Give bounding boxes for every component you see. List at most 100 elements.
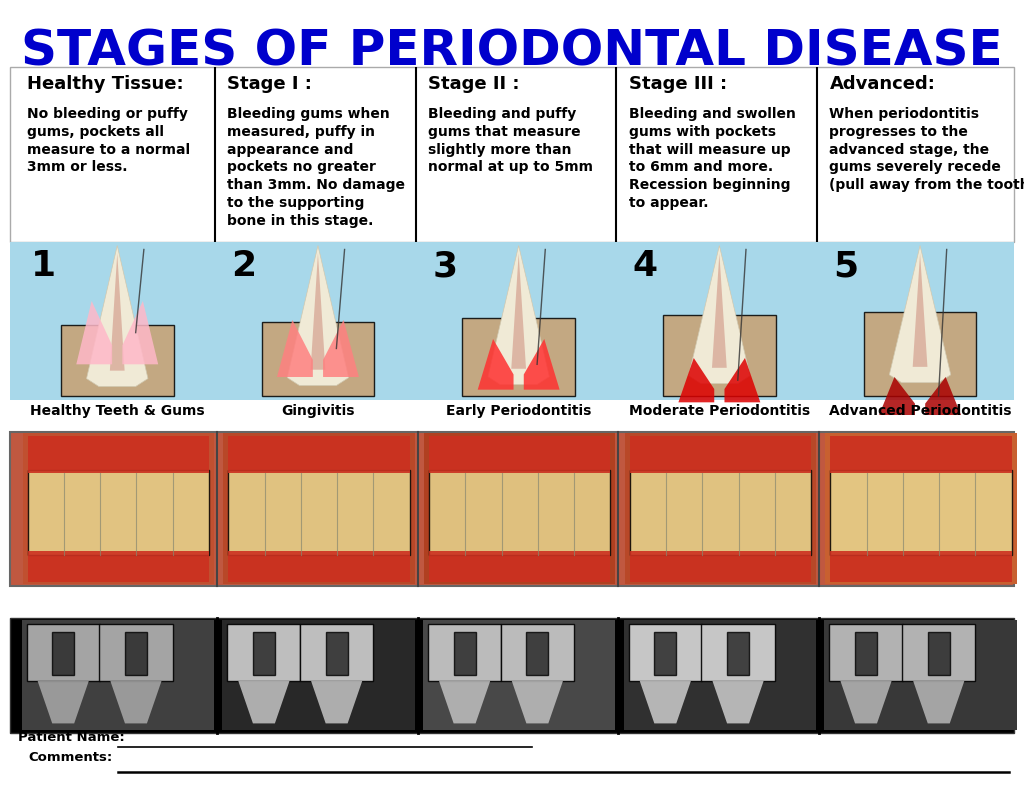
FancyBboxPatch shape bbox=[830, 470, 1012, 555]
FancyBboxPatch shape bbox=[727, 631, 749, 675]
Text: Healthy Teeth & Gums: Healthy Teeth & Gums bbox=[30, 404, 205, 418]
Text: 5: 5 bbox=[834, 249, 859, 284]
FancyBboxPatch shape bbox=[664, 315, 776, 396]
Polygon shape bbox=[310, 253, 326, 370]
Polygon shape bbox=[123, 301, 159, 364]
Text: STAGES OF PERIODONTAL DISEASE: STAGES OF PERIODONTAL DISEASE bbox=[22, 28, 1002, 76]
Bar bbox=[28, 436, 209, 474]
Polygon shape bbox=[913, 681, 965, 723]
FancyBboxPatch shape bbox=[300, 623, 373, 681]
Text: Moderate Periodontitis: Moderate Periodontitis bbox=[629, 404, 810, 418]
Text: Patient Name:: Patient Name: bbox=[18, 732, 125, 744]
Text: Comments:: Comments: bbox=[29, 752, 113, 764]
Bar bbox=[228, 436, 410, 474]
Polygon shape bbox=[86, 246, 148, 386]
Polygon shape bbox=[38, 681, 89, 723]
FancyBboxPatch shape bbox=[125, 631, 146, 675]
Bar bbox=[22, 620, 214, 730]
Bar bbox=[429, 551, 610, 582]
FancyBboxPatch shape bbox=[701, 623, 774, 681]
Bar bbox=[423, 620, 615, 730]
Text: Early Periodontitis: Early Periodontitis bbox=[446, 404, 591, 418]
FancyBboxPatch shape bbox=[630, 470, 811, 555]
FancyBboxPatch shape bbox=[855, 631, 877, 675]
Text: Advanced:: Advanced: bbox=[829, 75, 935, 93]
Polygon shape bbox=[512, 681, 563, 723]
Polygon shape bbox=[889, 246, 951, 383]
Bar bbox=[10, 618, 1014, 733]
Bar bbox=[825, 433, 1017, 584]
Bar bbox=[424, 433, 615, 584]
Bar bbox=[10, 67, 1014, 242]
FancyBboxPatch shape bbox=[928, 631, 949, 675]
Polygon shape bbox=[439, 681, 490, 723]
FancyBboxPatch shape bbox=[326, 631, 347, 675]
Bar bbox=[28, 551, 209, 582]
FancyBboxPatch shape bbox=[864, 312, 977, 396]
FancyBboxPatch shape bbox=[501, 623, 573, 681]
FancyBboxPatch shape bbox=[462, 318, 575, 396]
Text: Stage I :: Stage I : bbox=[227, 75, 312, 93]
FancyBboxPatch shape bbox=[654, 631, 676, 675]
Text: 3: 3 bbox=[432, 249, 458, 284]
FancyBboxPatch shape bbox=[629, 623, 701, 681]
Polygon shape bbox=[324, 320, 359, 377]
Bar bbox=[630, 436, 811, 474]
Text: 1: 1 bbox=[31, 249, 56, 284]
FancyBboxPatch shape bbox=[52, 631, 74, 675]
FancyBboxPatch shape bbox=[99, 623, 172, 681]
Bar bbox=[23, 433, 214, 584]
Bar bbox=[429, 436, 610, 474]
Polygon shape bbox=[713, 681, 764, 723]
Polygon shape bbox=[110, 253, 125, 371]
Polygon shape bbox=[511, 253, 526, 369]
Text: Stage III :: Stage III : bbox=[629, 75, 727, 93]
Polygon shape bbox=[487, 246, 549, 385]
Text: Bleeding and puffy
gums that measure
slightly more than
normal at up to 5mm: Bleeding and puffy gums that measure sli… bbox=[428, 107, 593, 174]
FancyBboxPatch shape bbox=[428, 623, 501, 681]
Polygon shape bbox=[688, 246, 750, 383]
Polygon shape bbox=[678, 358, 715, 402]
Bar bbox=[630, 551, 811, 582]
FancyBboxPatch shape bbox=[27, 623, 99, 681]
Bar bbox=[824, 620, 1017, 730]
Polygon shape bbox=[77, 301, 113, 364]
FancyBboxPatch shape bbox=[429, 470, 610, 555]
Polygon shape bbox=[287, 246, 348, 386]
Polygon shape bbox=[912, 253, 928, 367]
Polygon shape bbox=[239, 681, 290, 723]
FancyBboxPatch shape bbox=[61, 325, 174, 396]
Text: Bleeding and swollen
gums with pockets
that will measure up
to 6mm and more.
Rec: Bleeding and swollen gums with pockets t… bbox=[629, 107, 796, 210]
Polygon shape bbox=[841, 681, 892, 723]
Bar bbox=[10, 432, 1014, 586]
Text: When periodontitis
progresses to the
advanced stage, the
gums severely recede
(p: When periodontitis progresses to the adv… bbox=[829, 107, 1024, 192]
Bar bbox=[830, 551, 1012, 582]
Polygon shape bbox=[111, 681, 162, 723]
Bar bbox=[223, 433, 415, 584]
FancyBboxPatch shape bbox=[902, 623, 975, 681]
Text: 2: 2 bbox=[231, 249, 257, 284]
Text: Bleeding gums when
measured, puffy in
appearance and
pockets no greater
than 3mm: Bleeding gums when measured, puffy in ap… bbox=[227, 107, 406, 228]
FancyBboxPatch shape bbox=[829, 623, 902, 681]
Text: Stage II :: Stage II : bbox=[428, 75, 519, 93]
FancyBboxPatch shape bbox=[262, 322, 375, 396]
Polygon shape bbox=[477, 339, 513, 390]
Text: Gingivitis: Gingivitis bbox=[282, 404, 354, 418]
FancyBboxPatch shape bbox=[228, 470, 410, 555]
Polygon shape bbox=[640, 681, 691, 723]
Polygon shape bbox=[725, 358, 760, 402]
FancyBboxPatch shape bbox=[526, 631, 548, 675]
Bar bbox=[830, 436, 1012, 474]
Text: 4: 4 bbox=[633, 249, 658, 284]
FancyBboxPatch shape bbox=[253, 631, 274, 675]
Text: No bleeding or puffy
gums, pockets all
measure to a normal
3mm or less.: No bleeding or puffy gums, pockets all m… bbox=[27, 107, 189, 174]
Polygon shape bbox=[523, 339, 559, 390]
Bar bbox=[228, 551, 410, 582]
Bar bbox=[624, 620, 816, 730]
FancyBboxPatch shape bbox=[227, 623, 300, 681]
Polygon shape bbox=[276, 320, 313, 377]
FancyBboxPatch shape bbox=[28, 470, 209, 555]
FancyBboxPatch shape bbox=[454, 631, 475, 675]
Polygon shape bbox=[311, 681, 362, 723]
Text: Healthy Tissue:: Healthy Tissue: bbox=[27, 75, 183, 93]
